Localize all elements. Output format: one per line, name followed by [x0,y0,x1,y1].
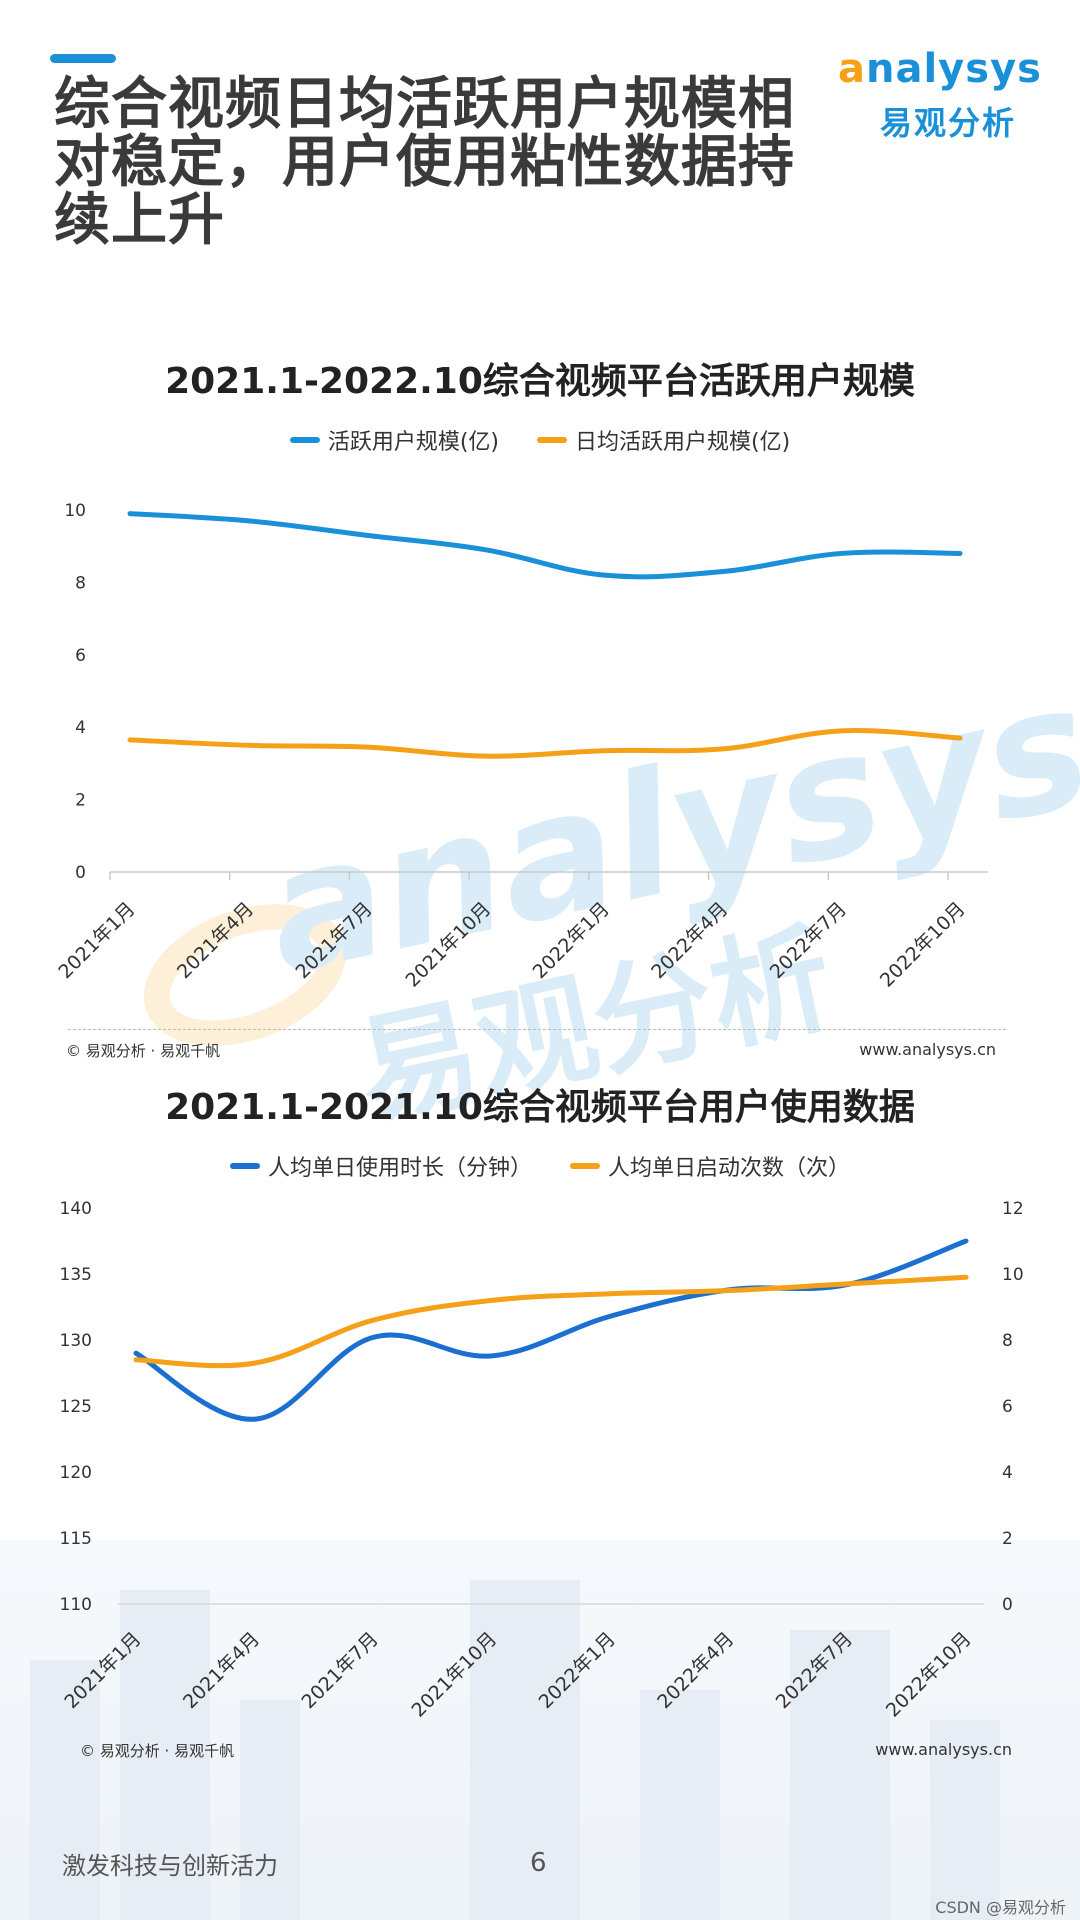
title-accent-bar [50,54,116,63]
chart1-divider [68,1029,1006,1030]
y-left-tick-label: 125 [60,1397,92,1417]
x-tick-label: 2022年10月 [882,1628,976,1722]
legend-label: 人均单日启动次数（次） [608,1156,851,1181]
chart2-source: © 易观分析 · 易观千帆 [80,1742,235,1760]
y-right-tick-label: 6 [1002,1397,1013,1417]
chart1-source: © 易观分析 · 易观千帆 [66,1042,221,1060]
x-tick-label: 2022年10月 [876,898,970,992]
building-shape [120,1590,210,1920]
x-tick-label: 2022年1月 [535,1628,620,1713]
y-left-tick-label: 110 [60,1595,92,1615]
y-tick-label: 8 [75,573,86,593]
x-tick-label: 2022年4月 [647,898,732,983]
chart1-legend-item: 活跃用户规模(亿) [289,424,499,456]
chart2-legend-item: 人均单日启动次数（次） [570,1150,850,1182]
building-shape [640,1690,720,1920]
x-tick-label: 2021年4月 [179,1628,264,1713]
y-left-tick-label: 130 [60,1331,92,1351]
legend-swatch [570,1163,600,1169]
chart2-legend: 人均单日使用时长（分钟） 人均单日启动次数（次） [0,1150,1080,1182]
y-left-tick-label: 120 [60,1463,92,1483]
legend-swatch [537,437,567,443]
building-shape [470,1580,580,1920]
footer-slogan: 激发科技与创新活力 [62,1852,278,1880]
series-line-1 [133,1274,969,1369]
legend-label: 日均活跃用户规模(亿) [575,430,791,455]
x-tick-label: 2021年10月 [408,1628,502,1722]
series-line-0 [127,511,963,580]
x-tick-label: 2022年1月 [529,898,614,983]
x-tick-label: 2021年1月 [60,1628,145,1713]
chart1-title: 2021.1-2022.10综合视频平台活跃用户规模 [165,361,915,402]
page-number: 6 [530,1848,547,1878]
y-left-tick-label: 135 [60,1265,92,1285]
y-left-tick-label: 140 [60,1199,92,1219]
logo-letters: nalysys [866,46,1042,92]
building-shape [790,1630,890,1920]
y-tick-label: 0 [75,863,86,883]
chart1-legend: 活跃用户规模(亿) 日均活跃用户规模(亿) [0,424,1080,456]
legend-label: 活跃用户规模(亿) [327,430,499,455]
y-right-tick-label: 8 [1002,1331,1013,1351]
y-tick-label: 2 [75,791,86,811]
y-right-tick-label: 4 [1002,1463,1013,1483]
building-shape [930,1720,1000,1920]
y-right-tick-label: 0 [1002,1595,1013,1615]
y-left-tick-label: 115 [60,1529,92,1549]
y-tick-label: 4 [75,718,86,738]
series-line-1 [127,728,963,759]
y-tick-label: 10 [64,501,86,521]
x-tick-label: 2022年7月 [772,1628,857,1713]
y-right-tick-label: 10 [1002,1265,1024,1285]
y-tick-label: 6 [75,646,86,666]
y-right-tick-label: 12 [1002,1199,1024,1219]
x-tick-label: 2021年1月 [54,898,139,983]
x-tick-label: 2022年4月 [653,1628,738,1713]
y-right-tick-label: 2 [1002,1529,1013,1549]
chart1-plot: 0 2 4 6 8 10 2021年1月 2021年4月 2021年7月 2021年10月 2022… [54,501,988,992]
logo-letter: a [838,46,866,92]
x-tick-label: 2021年7月 [298,1628,383,1713]
chart1-source-url: www.analysys.cn [859,1040,996,1059]
legend-swatch [289,437,320,443]
logo-wordmark: analysys [838,46,1042,92]
chart2-legend-item: 人均单日使用时长（分钟） [229,1150,532,1182]
credit-text: CSDN @易观分析 [935,1898,1066,1917]
series-line-0 [133,1238,969,1422]
x-tick-label: 2022年7月 [766,898,851,983]
legend-label: 人均单日使用时长（分钟） [267,1156,532,1181]
building-shape [240,1700,300,1920]
building-shape [30,1660,100,1920]
page-title: 综合视频日均活跃用户规模相对稳定，用户使用粘性数据持续上升 [54,72,795,253]
analysys-logo: analysys 易观分析 [838,46,1041,146]
logo-chinese: 易观分析 [880,104,1017,142]
x-tick-label: 2021年7月 [292,898,377,983]
chart2-source-url: www.analysys.cn [875,1740,1012,1759]
chart1-legend-item: 日均活跃用户规模(亿) [537,424,790,456]
x-tick-label: 2021年4月 [173,898,258,983]
legend-swatch [229,1163,260,1169]
chart2-plot: 110 115 120 125 130 135 140 0 2 4 6 8 10 12 2021年1月 202… [60,1199,1024,1722]
chart2-title: 2021.1-2021.10综合视频平台用户使用数据 [165,1087,915,1128]
x-tick-label: 2021年10月 [402,898,496,992]
